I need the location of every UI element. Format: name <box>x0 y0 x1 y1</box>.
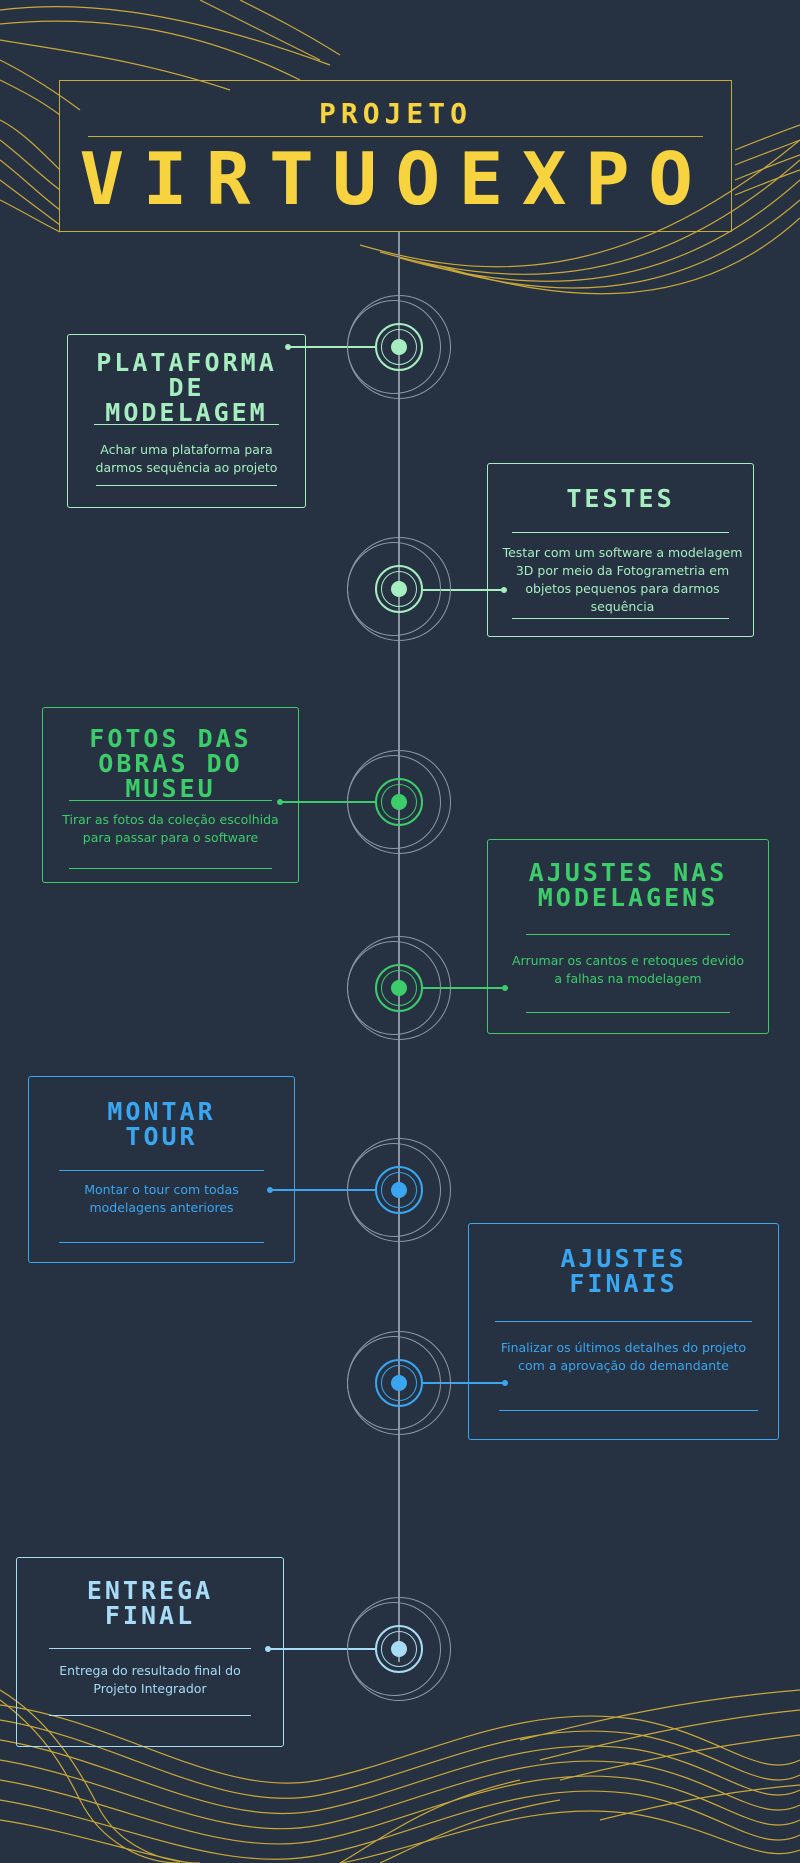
step-text: Achar uma plataforma para darmos sequênc… <box>95 442 278 475</box>
step-card-testes: TESTES Testar com um software a modelage… <box>487 463 754 637</box>
connector-dot <box>267 1187 273 1193</box>
step-text: Montar o tour com todas modelagens anter… <box>84 1182 239 1215</box>
step-card-ajustes-finais: AJUSTES FINAIS Finalizar os últimos deta… <box>468 1223 779 1440</box>
text-underline <box>499 1410 758 1411</box>
title-underline <box>49 1648 251 1649</box>
title-underline <box>495 1321 752 1322</box>
text-underline <box>59 1242 264 1243</box>
text-underline <box>512 618 729 619</box>
header-subtitle: PROJETO <box>318 97 472 130</box>
header-box: PROJETO VIRTUOEXPO <box>59 80 732 232</box>
step-title: PLATAFORMA DE MODELAGEM <box>96 348 277 427</box>
connector-line <box>270 1189 376 1191</box>
step-title: ENTREGA FINAL <box>86 1576 214 1630</box>
step-card-ajustes-nas-modelagens: AJUSTES NAS MODELAGENS Arrumar os cantos… <box>487 839 769 1034</box>
connector-dot <box>277 799 283 805</box>
title-underline <box>94 424 279 425</box>
title-underline <box>512 532 729 533</box>
title-underline <box>69 800 272 801</box>
step-text: Entrega do resultado final do Projeto In… <box>59 1663 241 1696</box>
connector-dot <box>501 587 507 593</box>
connector-line <box>288 346 376 348</box>
connector-line <box>280 801 376 803</box>
step-title: TESTES <box>566 484 675 513</box>
step-card-entrega-final: ENTREGA FINAL Entrega do resultado final… <box>16 1557 284 1747</box>
step-text: Testar com um software a modelagem 3D po… <box>502 545 743 614</box>
step-title: FOTOS DAS OBRAS DO MUSEU <box>89 724 252 803</box>
connector-dot <box>502 985 508 991</box>
connector-dot <box>502 1380 508 1386</box>
header-divider <box>88 136 703 137</box>
step-title: AJUSTES NAS MODELAGENS <box>528 858 728 912</box>
connector-line <box>268 1648 376 1650</box>
text-underline <box>49 1715 251 1716</box>
text-underline <box>96 485 277 486</box>
step-card-montar-tour: MONTAR TOUR Montar o tour com todas mode… <box>28 1076 295 1263</box>
step-title: AJUSTES FINAIS <box>560 1244 687 1298</box>
connector-line <box>422 987 504 989</box>
text-underline <box>69 868 272 869</box>
connector-dot <box>265 1646 271 1652</box>
connector-dot <box>285 344 291 350</box>
step-card-fotos-das-obras: FOTOS DAS OBRAS DO MUSEU Tirar as fotos … <box>42 707 299 883</box>
text-underline <box>526 1012 730 1013</box>
title-underline <box>59 1170 264 1171</box>
step-text: Arrumar os cantos e retoques devido a fa… <box>512 953 744 986</box>
header-title: VIRTUOEXPO <box>79 137 712 221</box>
step-title: MONTAR TOUR <box>107 1097 216 1151</box>
connector-line <box>422 1382 504 1384</box>
step-text: Finalizar os últimos detalhes do projeto… <box>500 1340 747 1373</box>
step-text: Tirar as fotos da coleção escolhida para… <box>62 812 279 845</box>
step-card-plataforma-de-modelagem: PLATAFORMA DE MODELAGEM Achar uma plataf… <box>67 334 306 508</box>
connector-line <box>422 589 504 591</box>
title-underline <box>526 934 730 935</box>
